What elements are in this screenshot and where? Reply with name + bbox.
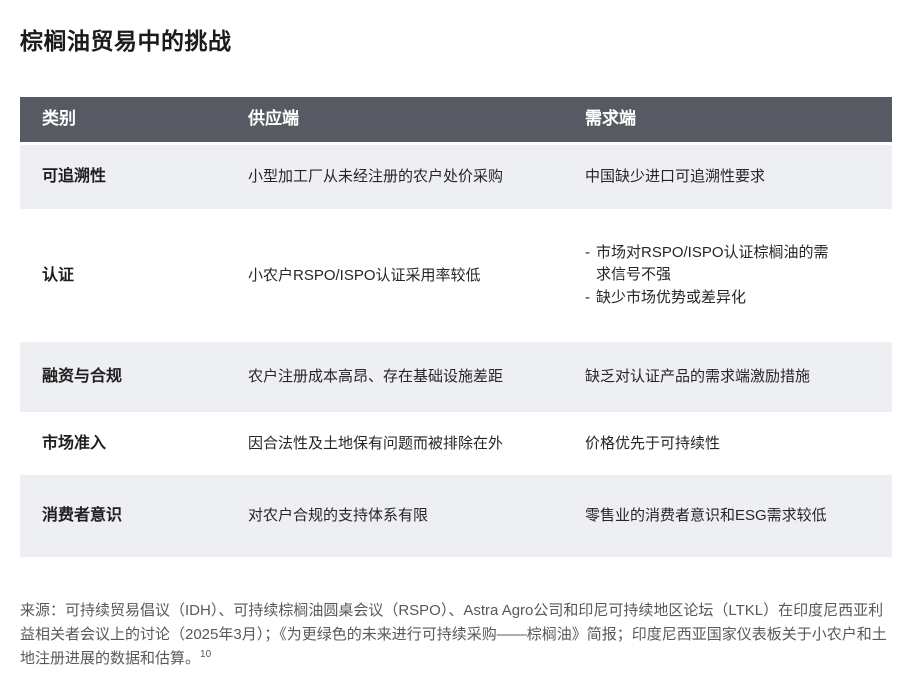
bullet-dash: - <box>585 243 590 261</box>
category-cell: 消费者意识 <box>42 507 123 525</box>
demand-cell: - 市场对RSPO/ISPO认证棕榈油的需求信号不强 - 缺少市场优势或差异化 <box>585 242 892 309</box>
table-row-certification: 认证 小农户RSPO/ISPO认证采用率较低 - 市场对RSPO/ISPO认证棕… <box>20 209 892 342</box>
table-row-financing-compliance: 融资与合规 农户注册成本高昂、存在基础设施差距 缺乏对认证产品的需求端激励措施 <box>20 342 892 412</box>
category-cell: 认证 <box>42 266 75 284</box>
challenges-table: 类别 供应端 需求端 可追溯性 小型加工厂从未经注册的农户处价采购 中国缺少进口… <box>20 97 892 557</box>
demand-cell: 零售业的消费者意识和ESG需求较低 <box>585 507 827 525</box>
source-footnote-marker: 10 <box>200 649 212 660</box>
supply-cell: 对农户合规的支持体系有限 <box>248 507 429 525</box>
source-note: 来源：可持续贸易倡议（IDH）、可持续棕榈油圆桌会议（RSPO）、Astra A… <box>20 599 891 671</box>
column-header-category: 类别 <box>42 109 76 129</box>
supply-cell: 小农户RSPO/ISPO认证采用率较低 <box>248 266 481 284</box>
demand-bullet: - 缺少市场优势或差异化 <box>585 287 880 309</box>
demand-cell: 价格优先于可持续性 <box>585 434 721 452</box>
table-row-traceability: 可追溯性 小型加工厂从未经注册的农户处价采购 中国缺少进口可追溯性要求 <box>20 145 892 209</box>
table-row-consumer-awareness: 消费者意识 对农户合规的支持体系有限 零售业的消费者意识和ESG需求较低 <box>20 475 892 557</box>
bullet-text: 缺少市场优势或差异化 <box>596 289 747 307</box>
supply-cell: 因合法性及土地保有问题而被排除在外 <box>248 434 504 452</box>
column-header-demand: 需求端 <box>585 109 636 129</box>
table-header-row: 类别 供应端 需求端 <box>20 97 892 145</box>
source-note-text: 来源：可持续贸易倡议（IDH）、可持续棕榈油圆桌会议（RSPO）、Astra A… <box>20 602 887 667</box>
supply-cell: 农户注册成本高昂、存在基础设施差距 <box>248 368 504 386</box>
category-cell: 融资与合规 <box>42 368 123 386</box>
supply-cell: 小型加工厂从未经注册的农户处价采购 <box>248 168 504 186</box>
bullet-dash: - <box>585 289 590 307</box>
bullet-text: 市场对RSPO/ISPO认证棕榈油的需求信号不强 <box>596 243 829 283</box>
category-cell: 可追溯性 <box>42 168 107 186</box>
demand-bullet-list: - 市场对RSPO/ISPO认证棕榈油的需求信号不强 - 缺少市场优势或差异化 <box>585 242 880 309</box>
demand-bullet: - 市场对RSPO/ISPO认证棕榈油的需求信号不强 <box>585 242 880 286</box>
demand-cell: 缺乏对认证产品的需求端激励措施 <box>585 368 811 386</box>
category-cell: 市场准入 <box>42 434 107 452</box>
page-title: 棕榈油贸易中的挑战 <box>20 28 232 54</box>
demand-cell: 中国缺少进口可追溯性要求 <box>585 168 766 186</box>
table-row-market-access: 市场准入 因合法性及土地保有问题而被排除在外 价格优先于可持续性 <box>20 412 892 475</box>
column-header-supply: 供应端 <box>248 109 299 129</box>
